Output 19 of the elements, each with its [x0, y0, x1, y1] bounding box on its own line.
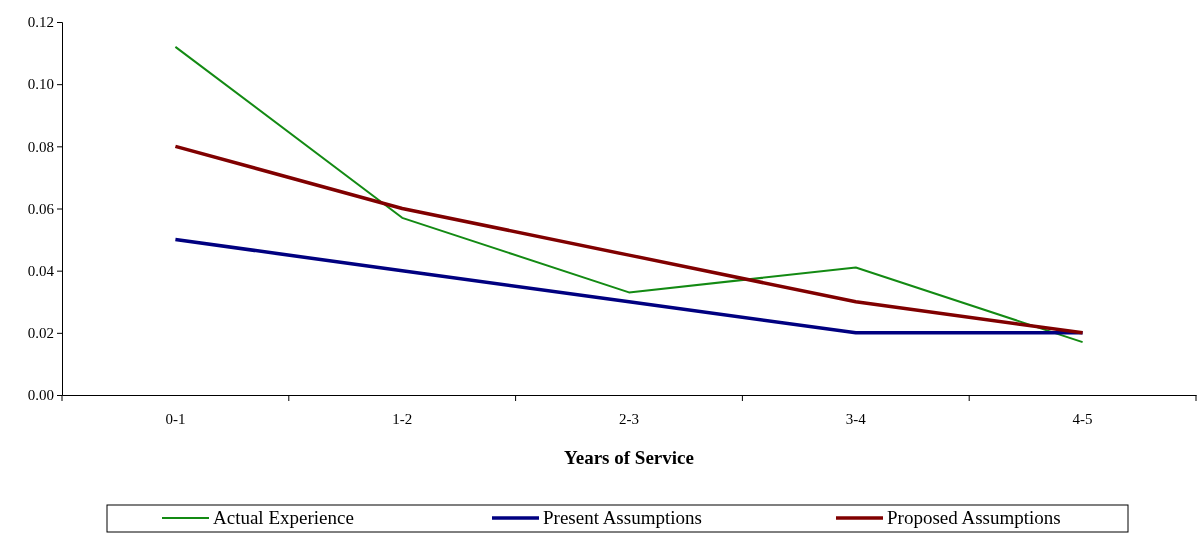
line-series — [174, 45, 1084, 344]
line-series — [173, 237, 1085, 335]
line-series — [173, 144, 1085, 335]
y-tick-label: 0.10 — [27, 76, 54, 93]
x-tick-label: 1-2 — [392, 410, 413, 427]
y-tick-label: 0.00 — [27, 387, 54, 404]
y-tick-label: 0.04 — [27, 262, 55, 279]
legend-label: Actual Experience — [213, 507, 354, 528]
y-tick-label: 0.12 — [27, 14, 54, 31]
y-tick-label: 0.06 — [27, 200, 55, 217]
x-tick-label: 0-1 — [165, 410, 186, 427]
x-tick-label: 4-5 — [1072, 410, 1093, 427]
y-tick-label: 0.08 — [27, 138, 54, 155]
legend-label: Present Assumptions — [543, 507, 702, 528]
x-axis-title: Years of Service — [564, 447, 694, 468]
x-tick-label: 2-3 — [619, 410, 639, 427]
x-tick-label: 3-4 — [845, 410, 867, 427]
y-tick-label: 0.02 — [27, 325, 54, 342]
legend-label: Proposed Assumptions — [887, 507, 1061, 528]
